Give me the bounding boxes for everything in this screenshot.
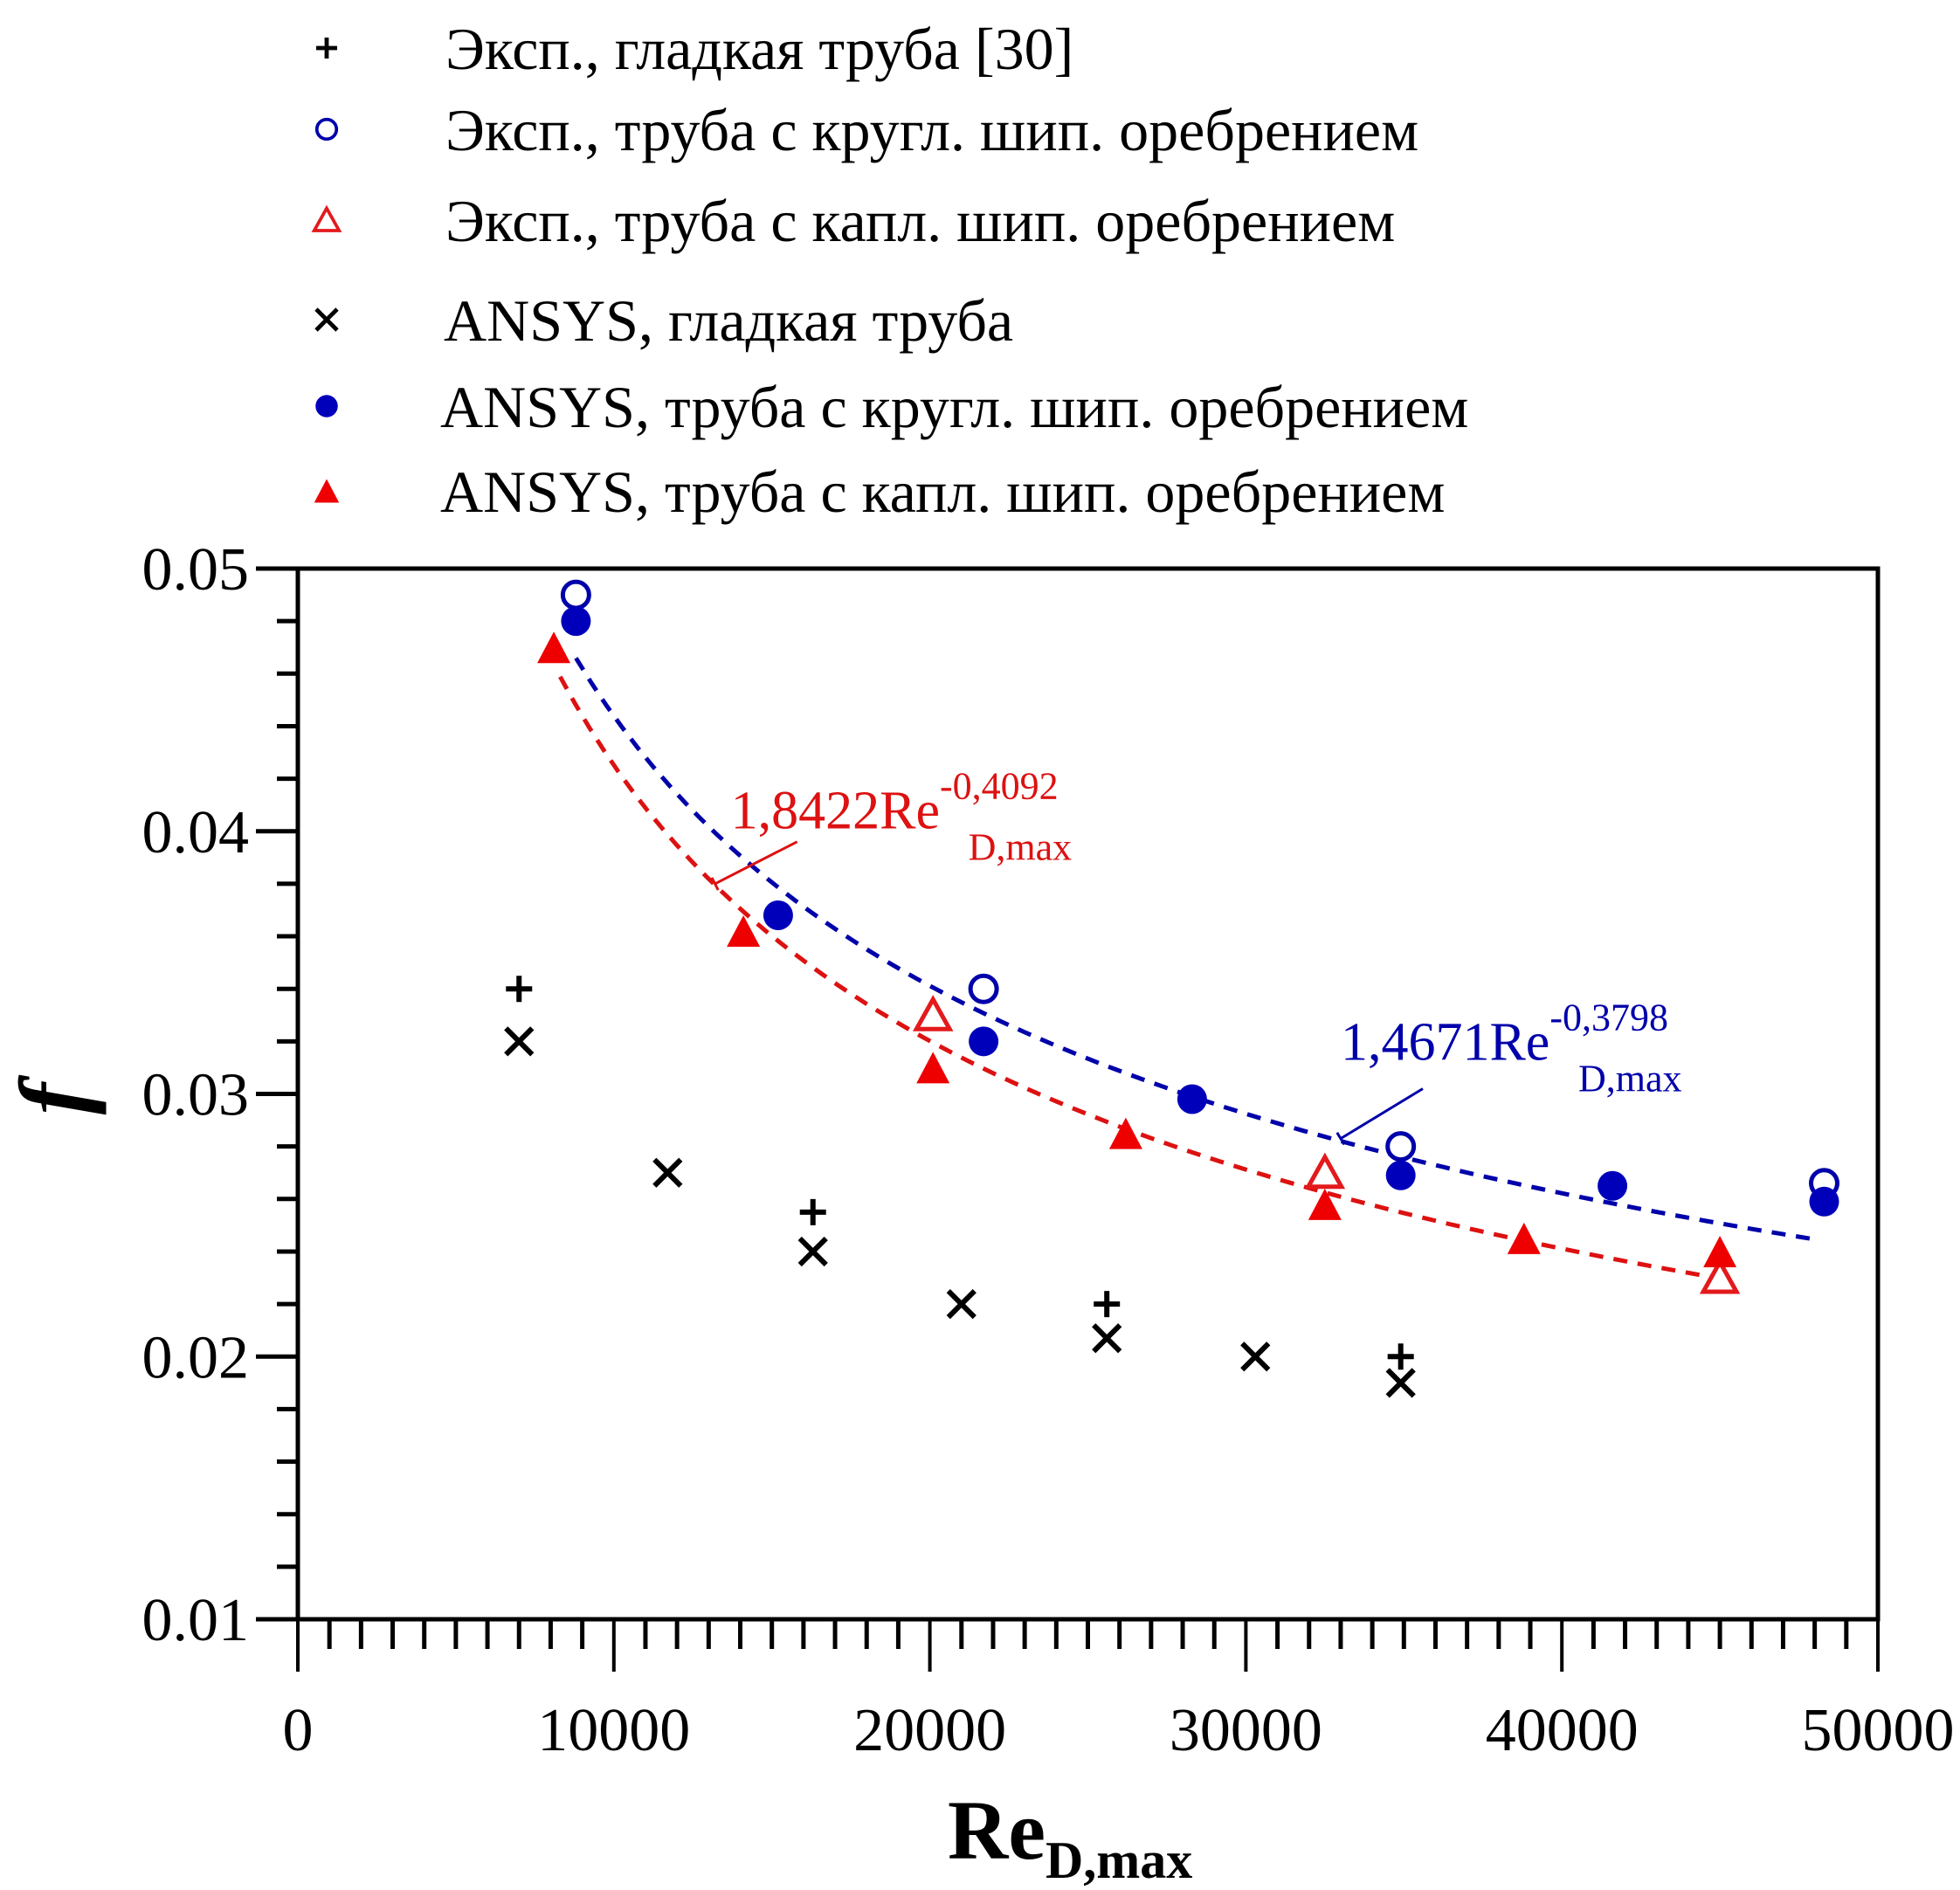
triangle-filled-icon [314,479,340,503]
legend-marker [315,37,338,59]
red-fit-equation: 1,8422Re-0,4092 [731,765,1059,841]
y-tick-label: 0.05 [142,536,250,604]
legend-label: Эксп., труба с капл. шип. оребрением [445,188,1395,254]
legend-item: ANSYS, труба с кругл. шип. оребрением [315,374,1468,440]
series-3 [504,1026,1416,1398]
data-point [1809,1186,1839,1217]
legend: Эксп., гладкая труба [30] Эксп., труба с … [311,16,1468,525]
x-tick-label: 10000 [537,1697,690,1764]
data-point [504,1026,535,1057]
y-tick-label: 0.03 [142,1062,250,1129]
data-point [537,631,571,664]
legend-item: Эксп., труба с капл. шип. оребрением [311,188,1395,254]
series-2 [912,995,1741,1294]
x-axis-title-subscript: D,max [1046,1831,1192,1889]
equation-exponent: -0,4092 [940,765,1059,808]
legend-marker [314,117,339,141]
x-tick-label: 30000 [1170,1697,1322,1764]
data-point [1177,1084,1207,1114]
data-point [1092,1323,1122,1354]
blue-fit-equation: 1,4671Re-0,3798 [1341,996,1668,1072]
red-fit-equation-subscript: D,max [969,826,1073,869]
x-tick-label: 20000 [853,1697,1006,1764]
data-point [1240,1342,1271,1372]
circle-open-icon [314,117,339,141]
series-5 [537,631,1737,1267]
series-4 [561,606,1839,1217]
data-point [1108,1117,1142,1149]
legend-marker [311,204,342,232]
data-points [504,579,1839,1398]
cross-icon [314,307,339,332]
legend-label: Эксп., гладкая труба [30] [445,16,1073,82]
blue-fit-leader-tick [1335,1132,1346,1146]
data-point [1304,1152,1346,1190]
red-fit-leader-tick [710,877,720,891]
legend-label: ANSYS, труба с кругл. шип. оребрением [440,374,1468,440]
triangle-open-icon [311,204,342,232]
data-point [968,973,999,1004]
red-fit-curve [558,675,1727,1282]
data-point [1385,1368,1416,1398]
data-point [1598,1170,1628,1201]
legend-item: ANSYS, гладкая труба [314,287,1013,354]
data-point [1703,1235,1737,1267]
blue-fit-equation-subscript: D,max [1578,1057,1682,1100]
x-tick-label: 0 [283,1697,314,1764]
data-point [652,1157,683,1188]
x-axis-title: ReD,max [948,1783,1192,1889]
legend-marker [315,395,338,417]
y-tick-label: 0.04 [142,799,250,866]
data-point [916,1052,950,1084]
y-tick-label: 0.02 [142,1324,250,1391]
blue-fit-curve [574,657,1816,1242]
data-point [969,1026,999,1057]
equation-exponent: -0,3798 [1549,996,1668,1038]
data-point [946,1288,977,1320]
data-point [1699,1257,1741,1294]
legend-label: Эксп., труба с кругл. шип. оребрением [445,97,1418,163]
plus-icon [315,37,338,59]
y-tick-label: 0.01 [142,1587,250,1654]
y-axis-title: f [0,1074,107,1114]
data-point [1507,1222,1541,1254]
x-axis-title-main: Re [948,1783,1046,1877]
data-point [763,900,793,930]
equation-main: 1,8422Re [731,782,940,841]
legend-label: ANSYS, гладкая труба [444,287,1013,354]
red-fit-leader-line [714,840,798,886]
data-point [1385,1131,1417,1162]
legend-item: Эксп., гладкая труба [30] [315,16,1073,82]
data-point [1387,1343,1414,1370]
data-point [560,579,591,610]
data-point [1094,1291,1121,1318]
data-point [912,995,954,1031]
legend-label: ANSYS, труба с капл. шип. оребрением [440,459,1445,525]
x-tick-label: 50000 [1802,1697,1955,1764]
data-point [561,606,591,637]
legend-item: ANSYS, труба с капл. шип. оребрением [314,459,1445,525]
data-point [797,1236,828,1267]
data-point [799,1198,826,1225]
legend-marker [314,479,340,503]
legend-marker [314,307,339,332]
blue-fit-leader-line [1340,1087,1424,1140]
data-point [1385,1160,1416,1190]
x-tick-label: 40000 [1486,1697,1639,1764]
data-point [506,976,533,1003]
data-point [1308,1188,1342,1220]
equation-main: 1,4671Re [1341,1012,1549,1072]
axes: 0.01 0.02 0.03 0.04 0.05 0 10000 20000 30000 4000… [142,536,1955,1764]
legend-item: Эксп., труба с кругл. шип. оребрением [314,97,1418,163]
circle-filled-icon [315,395,338,417]
series-0 [506,976,1414,1370]
data-point [727,915,761,948]
series-1 [560,579,1839,1199]
axis-labels: f ReD,max [0,1074,1192,1889]
